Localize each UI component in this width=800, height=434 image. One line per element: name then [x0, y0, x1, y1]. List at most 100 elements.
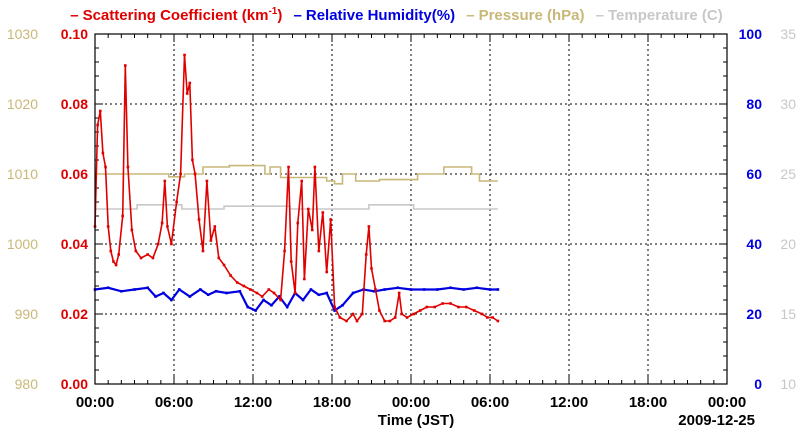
legend-temperature: – Temperature (C) — [595, 7, 723, 24]
scattering-point — [457, 305, 460, 309]
humidity-point — [301, 298, 305, 302]
scattering-point — [345, 319, 348, 323]
scattering-tick-label: 0.10 — [61, 26, 88, 42]
scattering-point — [383, 319, 386, 323]
scattering-point — [360, 312, 364, 316]
humidity-point — [475, 286, 479, 290]
scattering-point — [191, 158, 194, 162]
legend-pressure: – Pressure (hPa) — [466, 7, 585, 24]
humidity-point — [133, 288, 136, 291]
scattering-point — [307, 207, 310, 211]
scattering-point — [188, 81, 192, 85]
scattering-point — [109, 249, 113, 253]
scattering-point — [205, 179, 209, 183]
temperature-tick-label: 15 — [780, 306, 796, 322]
scattering-point — [418, 309, 422, 312]
chart-legend: – Scattering Coefficient (km-1) – Relative… — [0, 7, 800, 25]
scattering-point — [185, 92, 189, 95]
x-axis-label: Time (JST) — [378, 412, 454, 429]
scattering-point — [496, 319, 500, 323]
humidity-point — [106, 286, 110, 290]
scattering-point — [209, 239, 213, 242]
scattering-point — [114, 263, 118, 267]
x-tick-label: 12:00 — [234, 394, 272, 411]
scattering-point — [235, 281, 239, 284]
humidity-series-line — [94, 286, 498, 313]
humidity-point — [146, 286, 149, 290]
scattering-point — [355, 319, 359, 323]
humidity-point — [246, 305, 250, 309]
scattering-point — [170, 242, 173, 246]
scattering-point — [333, 305, 336, 309]
scattering-point — [367, 225, 371, 228]
scattering-point — [249, 288, 252, 291]
humidity-point — [262, 298, 265, 302]
scattering-point — [289, 260, 293, 263]
scattering-point — [370, 267, 373, 270]
pressure-tick-label: 1020 — [7, 96, 38, 112]
humidity-point — [383, 288, 386, 291]
humidity-point — [199, 288, 202, 291]
pressure-tick-label: 1030 — [7, 26, 38, 42]
humidity-tick-label: 40 — [746, 236, 762, 252]
temperature-tick-label: 20 — [780, 236, 796, 252]
scattering-point — [374, 288, 377, 291]
humidity-point — [325, 291, 329, 295]
scattering-point — [117, 253, 120, 256]
time-axis: 00:00 06:00 12:00 18:00 00:00 06:00 12:00 18:00… — [76, 394, 746, 411]
scattering-point — [388, 319, 392, 323]
scattering-axis: 0.00 0.02 0.04 0.06 0.08 0.10 — [61, 26, 88, 392]
temperature-tick-label: 10 — [780, 376, 796, 392]
scattering-point — [201, 249, 205, 253]
humidity-axis: 0 20 40 60 80 100 — [739, 26, 763, 392]
pressure-axis: 980 990 1000 1010 1020 1030 — [7, 26, 38, 392]
humidity-point — [309, 288, 313, 291]
scattering-point — [175, 200, 178, 204]
scattering-point — [151, 256, 155, 260]
humidity-point — [333, 309, 336, 312]
x-tick-label: 12:00 — [550, 394, 588, 411]
humidity-point — [170, 298, 173, 302]
humidity-tick-label: 60 — [746, 166, 762, 182]
pressure-tick-label: 1000 — [7, 236, 38, 252]
scattering-point — [317, 249, 321, 253]
scattering-point — [338, 316, 342, 319]
humidity-point — [317, 293, 321, 297]
scattering-point — [293, 291, 297, 295]
humidity-point — [278, 295, 281, 298]
scattering-point — [412, 312, 415, 316]
data-series — [93, 53, 500, 323]
legend-humidity: – Relative Humidity(%) — [293, 7, 456, 24]
humidity-point — [206, 293, 210, 297]
scattering-point — [96, 123, 99, 127]
humidity-tick-label: 100 — [739, 26, 763, 42]
scattering-point — [397, 291, 401, 295]
scattering-point — [272, 291, 276, 295]
x-tick-label: 06:00 — [155, 394, 193, 411]
scattering-point — [156, 242, 160, 246]
scattering-point — [222, 263, 226, 267]
plot-frame — [94, 33, 728, 385]
humidity-point — [462, 288, 465, 291]
scattering-point — [303, 277, 306, 281]
date-label: 2009-12-25 — [678, 412, 755, 429]
scattering-point — [310, 228, 314, 232]
scattering-point — [296, 221, 300, 225]
scattering-tick-label: 0.02 — [61, 306, 88, 322]
scattering-point — [183, 53, 186, 57]
humidity-point — [120, 289, 123, 293]
scattering-point — [480, 312, 484, 316]
scattering-point — [123, 64, 127, 67]
x-tick-label: 00:00 — [708, 394, 746, 411]
humidity-point — [341, 303, 344, 307]
temperature-tick-label: 25 — [780, 166, 796, 182]
scattering-tick-label: 0.08 — [61, 96, 88, 112]
scattering-point — [329, 218, 332, 221]
scattering-series-line — [94, 54, 499, 323]
scattering-point — [106, 225, 110, 228]
temperature-tick-label: 30 — [780, 96, 796, 112]
humidity-point — [177, 288, 181, 291]
humidity-point — [285, 305, 289, 309]
scattering-point — [146, 253, 149, 256]
scattering-point — [217, 256, 221, 260]
